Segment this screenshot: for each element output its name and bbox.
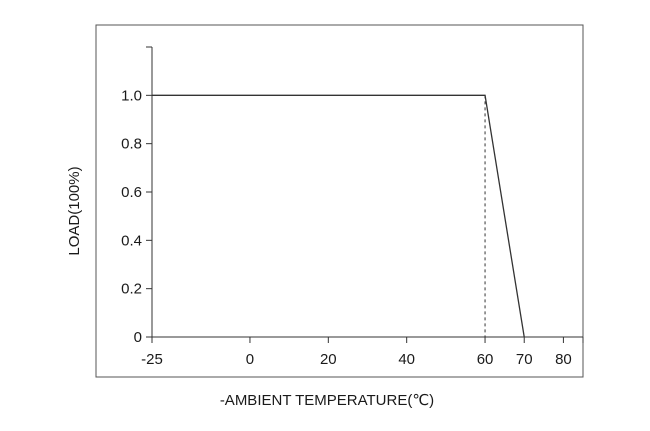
x-tick-label: 40 [398,351,415,368]
y-tick-label: 0.8 [121,136,142,153]
y-axis-title: LOAD(100%) [66,166,83,255]
y-tick-label: 0 [134,329,142,346]
chart-frame [95,24,584,378]
y-axis: 0 0.2 0.4 0.6 0.8 1.0 [121,46,153,346]
x-tick-label: -25 [141,351,163,368]
x-axis: -25 0 20 40 60 70 80 [141,336,584,368]
x-axis-title: -AMBIENT TEMPERATURE(℃) [220,392,434,409]
plot-area [152,94,525,338]
y-tick-label: 0.6 [121,184,142,201]
x-tick-label: 20 [320,351,337,368]
x-tick-label: 60 [477,351,494,368]
derating-curve [152,94,525,338]
y-tick-label: 1.0 [121,87,142,104]
x-tick-label: 70 [516,351,533,368]
y-tick-label: 0.4 [121,232,142,249]
y-tick-label: 0.2 [121,281,142,298]
x-tick-label: 80 [555,351,572,368]
x-tick-label: 0 [246,351,254,368]
